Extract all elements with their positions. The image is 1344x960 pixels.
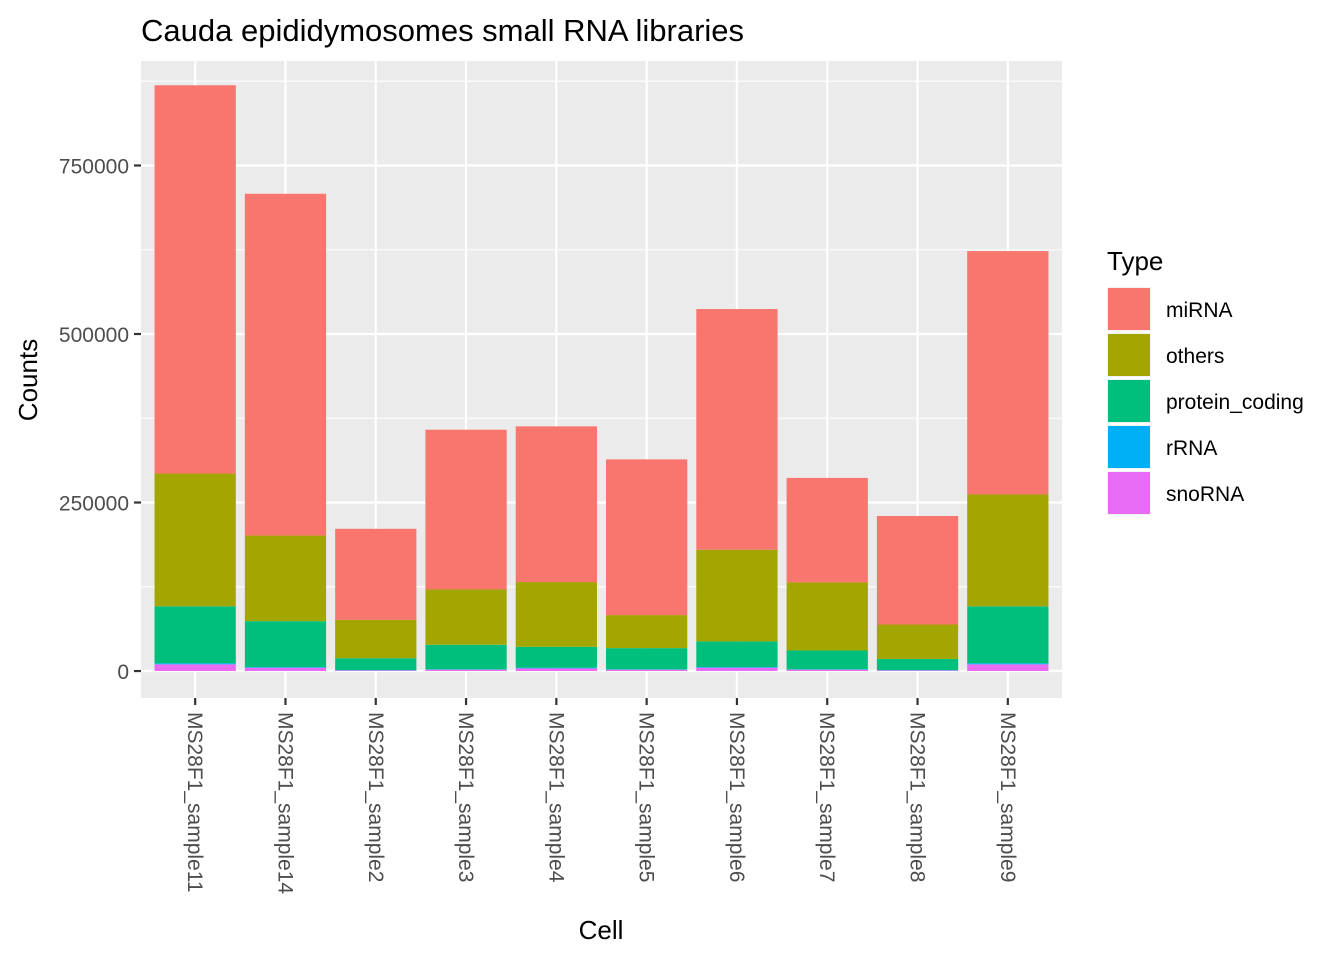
bar-snoRNA-MS28F1_sample14 bbox=[244, 667, 327, 672]
bar-miRNA-MS28F1_sample11 bbox=[154, 85, 236, 474]
bar-others-MS28F1_sample2 bbox=[335, 619, 417, 659]
chart-title: Cauda epididymosomes small RNA libraries bbox=[141, 13, 744, 48]
bar-protein_coding-MS28F1_sample5 bbox=[606, 648, 688, 670]
bar-snoRNA-MS28F1_sample11 bbox=[154, 664, 236, 672]
bar-others-MS28F1_sample4 bbox=[515, 582, 597, 647]
bar-protein_coding-MS28F1_sample3 bbox=[425, 644, 507, 670]
bar-snoRNA-MS28F1_sample3 bbox=[425, 669, 507, 672]
legend-label-protein_coding: protein_coding bbox=[1166, 391, 1304, 414]
bar-protein_coding-MS28F1_sample4 bbox=[515, 646, 597, 668]
y-tick-label: 0 bbox=[117, 661, 129, 684]
x-tick-label: MS28F1_sample7 bbox=[815, 712, 838, 882]
bar-protein_coding-MS28F1_sample6 bbox=[696, 641, 778, 667]
x-tick-label: MS28F1_sample2 bbox=[364, 712, 387, 882]
bar-others-MS28F1_sample11 bbox=[154, 473, 236, 607]
legend-key-others bbox=[1108, 334, 1150, 376]
bar-protein_coding-MS28F1_sample2 bbox=[335, 658, 417, 671]
bar-protein_coding-MS28F1_sample11 bbox=[154, 606, 236, 664]
bar-rRNA-MS28F1_sample11 bbox=[154, 663, 236, 665]
bar-snoRNA-MS28F1_sample8 bbox=[876, 670, 959, 672]
y-axis-label: Counts bbox=[13, 339, 43, 421]
bar-others-MS28F1_sample5 bbox=[606, 615, 688, 649]
bar-snoRNA-MS28F1_sample4 bbox=[515, 668, 597, 672]
bar-miRNA-MS28F1_sample4 bbox=[515, 426, 597, 583]
y-tick-label: 750000 bbox=[59, 155, 129, 178]
legend-key-protein_coding bbox=[1108, 380, 1150, 422]
bar-protein_coding-MS28F1_sample8 bbox=[876, 658, 959, 671]
bar-snoRNA-MS28F1_sample5 bbox=[606, 669, 688, 672]
bar-miRNA-MS28F1_sample5 bbox=[606, 459, 688, 616]
x-tick-label: MS28F1_sample8 bbox=[906, 712, 929, 882]
bar-miRNA-MS28F1_sample7 bbox=[786, 477, 868, 583]
bar-stacks bbox=[154, 85, 1049, 672]
x-axis-label: Cell bbox=[579, 915, 624, 945]
legend-label-miRNA: miRNA bbox=[1166, 299, 1233, 322]
bar-others-MS28F1_sample7 bbox=[786, 582, 868, 651]
legend-label-snoRNA: snoRNA bbox=[1166, 483, 1244, 506]
bar-others-MS28F1_sample9 bbox=[967, 494, 1049, 607]
bar-protein_coding-MS28F1_sample9 bbox=[967, 606, 1049, 664]
x-tick-label: MS28F1_sample3 bbox=[454, 712, 477, 882]
bar-rRNA-MS28F1_sample14 bbox=[244, 666, 327, 668]
bar-snoRNA-MS28F1_sample2 bbox=[335, 670, 417, 672]
bar-rRNA-MS28F1_sample6 bbox=[696, 666, 778, 668]
legend-title: Type bbox=[1107, 246, 1163, 276]
legend-label-rRNA: rRNA bbox=[1166, 437, 1217, 460]
legend-key-snoRNA bbox=[1108, 472, 1150, 514]
legend: Type miRNA others protein_coding rRNA snoRNA bbox=[1107, 246, 1304, 515]
bar-miRNA-MS28F1_sample14 bbox=[244, 193, 327, 536]
legend-key-rRNA bbox=[1108, 426, 1150, 468]
legend-label-others: others bbox=[1166, 345, 1224, 368]
bar-others-MS28F1_sample14 bbox=[244, 535, 327, 622]
bar-miRNA-MS28F1_sample3 bbox=[425, 429, 507, 590]
x-tick-label: MS28F1_sample4 bbox=[544, 712, 567, 883]
x-tick-label: MS28F1_sample6 bbox=[725, 712, 748, 882]
bar-rRNA-MS28F1_sample4 bbox=[515, 667, 597, 669]
y-axis: 0 250000 500000 750000 bbox=[59, 155, 141, 684]
bar-miRNA-MS28F1_sample2 bbox=[335, 528, 417, 620]
x-tick-label: MS28F1_sample5 bbox=[635, 712, 658, 882]
bar-snoRNA-MS28F1_sample6 bbox=[696, 667, 778, 672]
y-tick-label: 500000 bbox=[59, 324, 129, 347]
bar-rRNA-MS28F1_sample9 bbox=[967, 663, 1049, 665]
bar-protein_coding-MS28F1_sample14 bbox=[244, 621, 327, 667]
y-tick-label: 250000 bbox=[59, 493, 129, 516]
bar-miRNA-MS28F1_sample9 bbox=[967, 251, 1049, 495]
bar-others-MS28F1_sample8 bbox=[876, 624, 959, 659]
bar-others-MS28F1_sample3 bbox=[425, 589, 507, 645]
bar-protein_coding-MS28F1_sample7 bbox=[786, 650, 868, 670]
x-tick-label: MS28F1_sample14 bbox=[273, 712, 296, 894]
bar-others-MS28F1_sample6 bbox=[696, 549, 778, 642]
bar-snoRNA-MS28F1_sample7 bbox=[786, 669, 868, 672]
x-tick-label: MS28F1_sample11 bbox=[183, 712, 206, 893]
bar-miRNA-MS28F1_sample8 bbox=[876, 516, 959, 625]
x-axis: MS28F1_sample11 MS28F1_sample14 MS28F1_sam… bbox=[183, 698, 1019, 894]
legend-key-miRNA bbox=[1108, 288, 1150, 330]
x-tick-label: MS28F1_sample9 bbox=[996, 712, 1019, 882]
bar-miRNA-MS28F1_sample6 bbox=[696, 309, 778, 550]
bar-snoRNA-MS28F1_sample9 bbox=[967, 664, 1049, 672]
